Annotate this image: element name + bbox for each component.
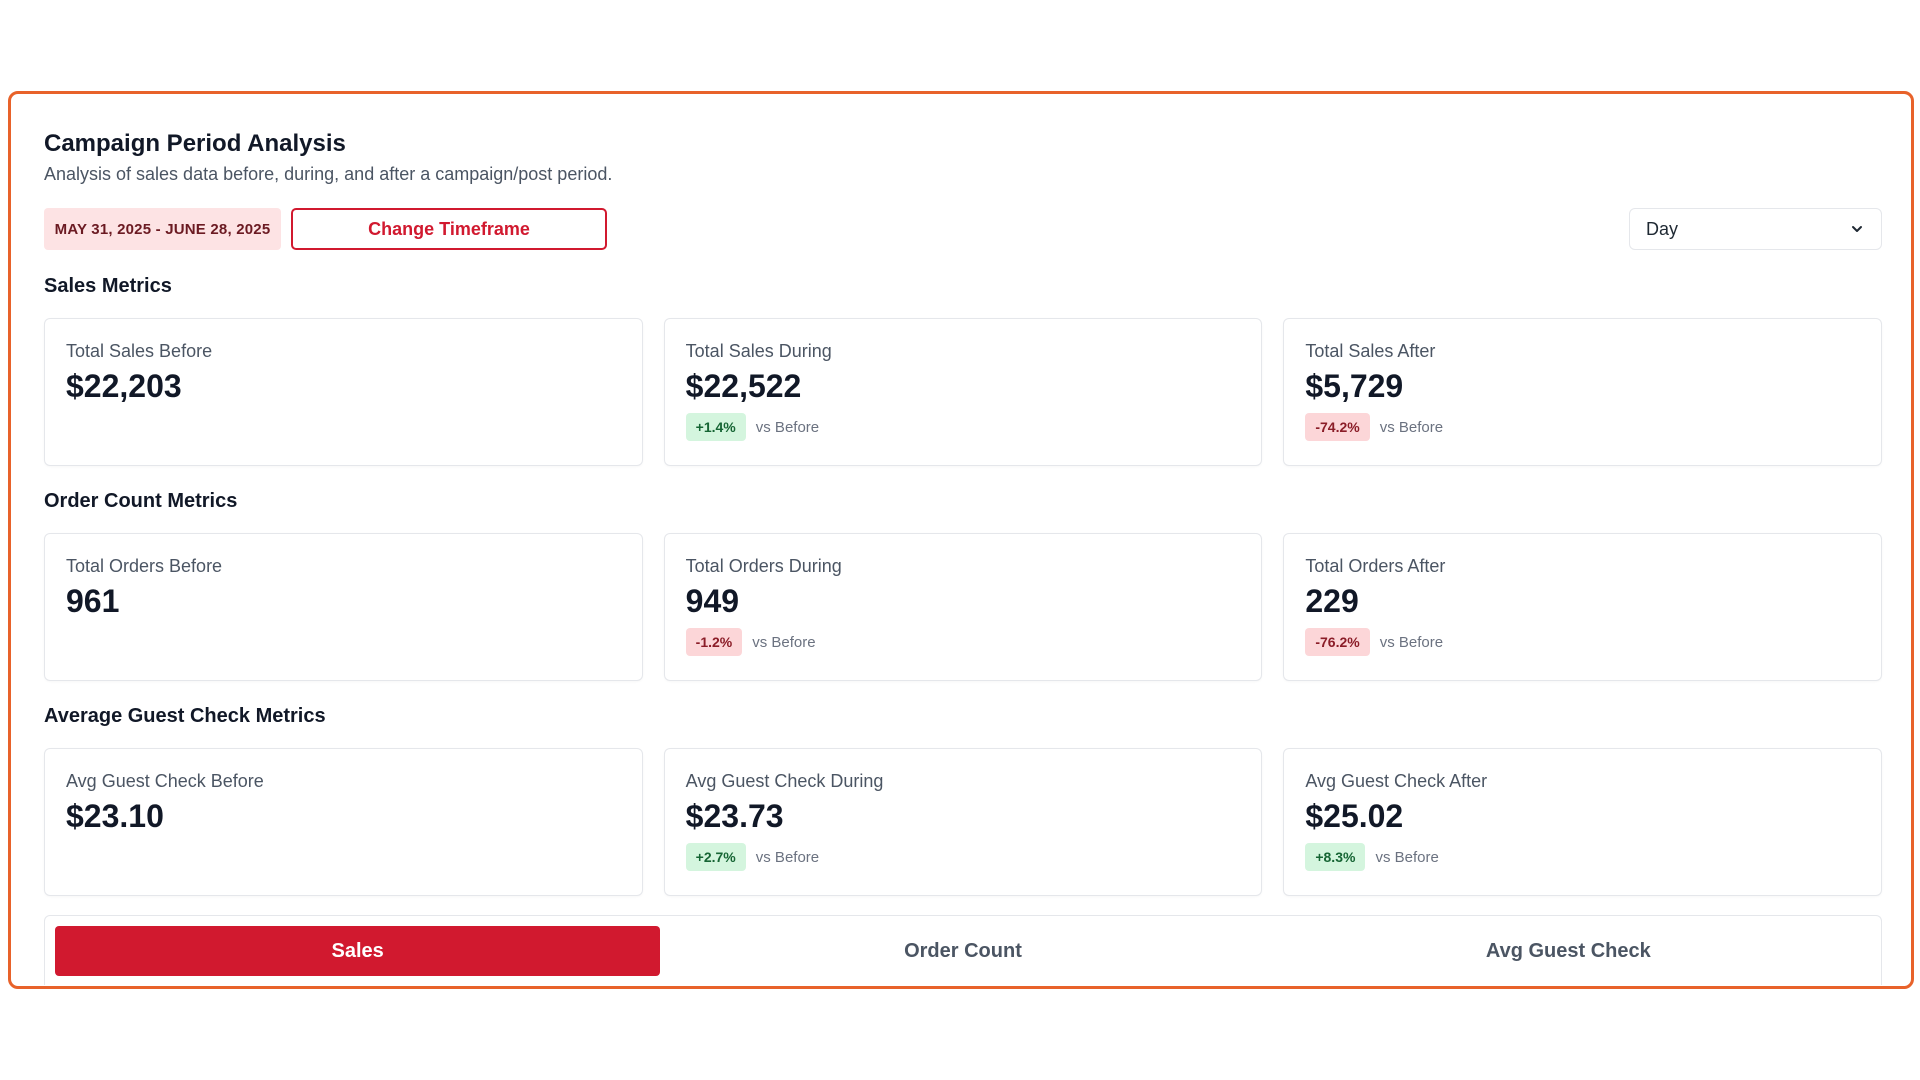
granularity-select[interactable]: Day: [1629, 208, 1882, 250]
delta-row: -74.2% vs Before: [1305, 413, 1860, 441]
metric-value: $22,203: [66, 368, 182, 404]
section-title-avg-check: Average Guest Check Metrics: [44, 705, 326, 727]
delta-badge: +1.4%: [685, 413, 746, 441]
delta-badge: +2.7%: [685, 843, 746, 871]
delta-compare-label: vs Before: [755, 418, 820, 436]
delta-compare-label: vs Before: [1379, 418, 1444, 436]
metric-label: Total Sales After: [1305, 341, 1436, 361]
metric-card-orders-before: Total Orders Before 961: [44, 533, 643, 681]
order-metrics-row: Total Orders Before 961 Total Orders Dur…: [44, 533, 1883, 681]
metric-value: 949: [685, 583, 740, 619]
section-title-sales: Sales Metrics: [44, 275, 172, 297]
metric-label: Total Orders During: [685, 556, 842, 576]
metric-card-orders-after: Total Orders After 229 -76.2% vs Before: [1283, 533, 1883, 681]
metric-card-avg-check-before: Avg Guest Check Before $23.10: [44, 748, 643, 896]
metric-value: $5,729: [1305, 368, 1404, 404]
change-timeframe-button[interactable]: Change Timeframe: [291, 208, 607, 250]
campaign-analysis-panel: Campaign Period Analysis Analysis of sal…: [8, 91, 1914, 989]
sales-metrics-row: Total Sales Before $22,203 Total Sales D…: [44, 318, 1883, 466]
delta-row: -1.2% vs Before: [685, 628, 1241, 656]
date-range-badge: MAY 31, 2025 - JUNE 28, 2025: [44, 208, 281, 250]
metric-value: 961: [66, 583, 120, 619]
delta-row: +1.4% vs Before: [685, 413, 1241, 441]
chevron-down-icon: [1852, 226, 1862, 232]
page-title: Campaign Period Analysis: [44, 130, 346, 157]
delta-compare-label: vs Before: [1379, 633, 1444, 651]
delta-badge: -1.2%: [685, 628, 743, 656]
metric-label: Total Sales During: [685, 341, 832, 361]
tab-sales[interactable]: Sales: [55, 926, 661, 976]
metric-card-orders-during: Total Orders During 949 -1.2% vs Before: [663, 533, 1263, 681]
metric-card-avg-check-after: Avg Guest Check After $25.02 +8.3% vs Be…: [1283, 748, 1883, 896]
metric-value: 229: [1305, 583, 1359, 619]
metric-card-sales-before: Total Sales Before $22,203: [44, 318, 643, 466]
metric-label: Avg Guest Check After: [1305, 771, 1488, 791]
delta-compare-label: vs Before: [752, 633, 816, 651]
metric-label: Total Orders After: [1305, 556, 1446, 576]
metric-label: Total Orders Before: [66, 556, 223, 576]
delta-row: +2.7% vs Before: [685, 843, 1241, 871]
metric-value: $25.02: [1305, 798, 1404, 834]
section-title-orders: Order Count Metrics: [44, 490, 238, 512]
delta-compare-label: vs Before: [1375, 848, 1439, 866]
metric-card-sales-during: Total Sales During $22,522 +1.4% vs Befo…: [663, 318, 1263, 466]
tab-order-count[interactable]: Order Count: [904, 939, 1022, 962]
delta-badge: -76.2%: [1305, 628, 1370, 656]
metric-card-sales-after: Total Sales After $5,729 -74.2% vs Befor…: [1283, 318, 1883, 466]
delta-compare-label: vs Before: [755, 848, 820, 866]
avg-check-metrics-row: Avg Guest Check Before $23.10 Avg Guest …: [44, 748, 1883, 896]
tab-avg-guest-check[interactable]: Avg Guest Check: [1485, 939, 1651, 962]
delta-badge: -74.2%: [1305, 413, 1370, 441]
metric-tabs: Sales Order Count Avg Guest Check: [44, 915, 1882, 985]
page-subtitle: Analysis of sales data before, during, a…: [44, 164, 613, 184]
metric-label: Total Sales Before: [66, 341, 213, 361]
delta-badge: +8.3%: [1305, 843, 1366, 871]
metric-value: $23.73: [685, 798, 784, 834]
metric-card-avg-check-during: Avg Guest Check During $23.73 +2.7% vs B…: [663, 748, 1263, 896]
delta-row: -76.2% vs Before: [1305, 628, 1860, 656]
metric-value: $23.10: [66, 798, 164, 834]
granularity-select-value: Day: [1646, 218, 1679, 239]
metric-label: Avg Guest Check During: [685, 771, 884, 791]
metric-label: Avg Guest Check Before: [66, 771, 264, 791]
delta-row: +8.3% vs Before: [1305, 843, 1860, 871]
metric-value: $22,522: [685, 368, 802, 404]
